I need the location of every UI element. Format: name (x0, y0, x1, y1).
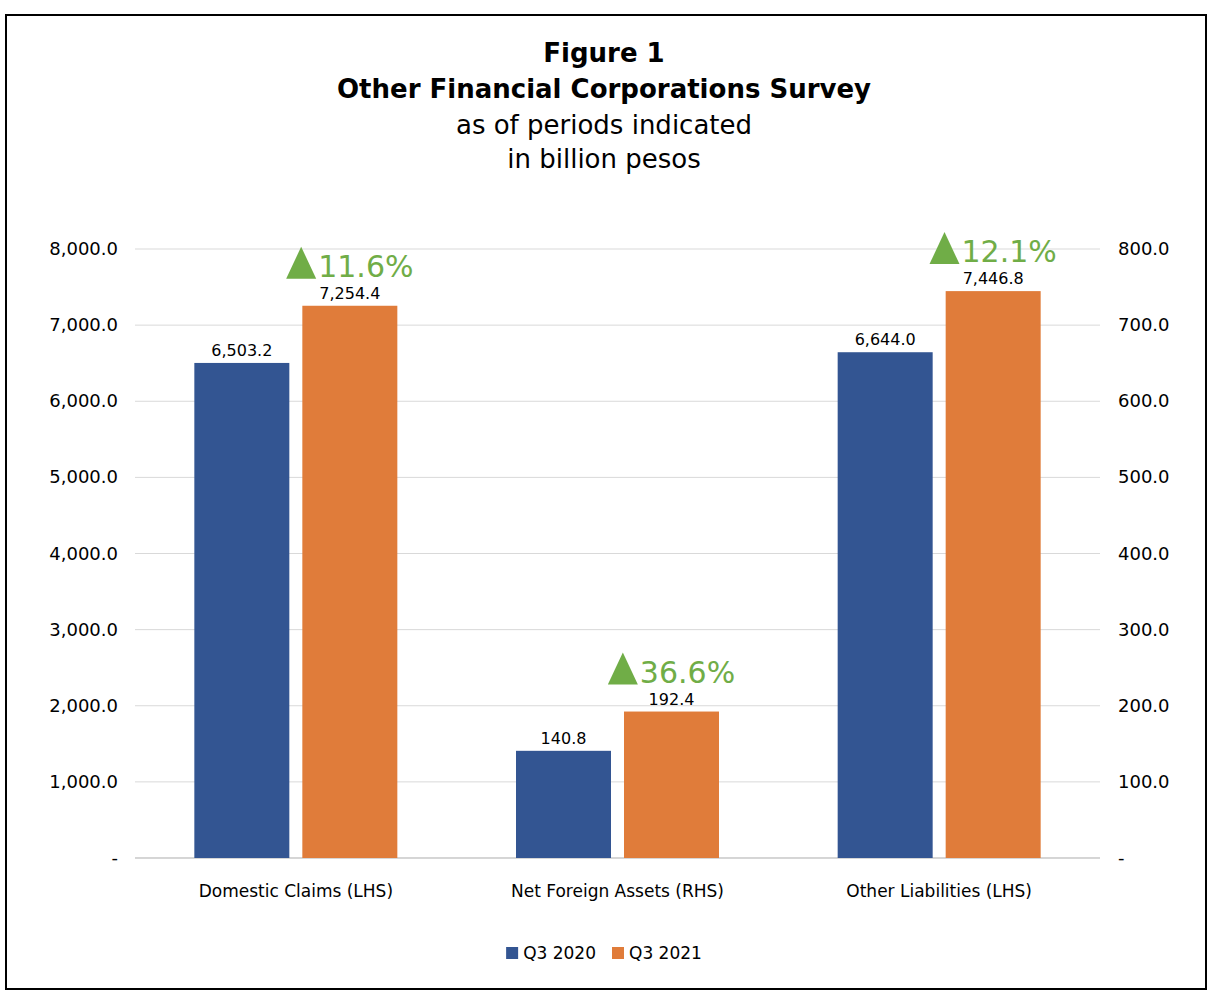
grid-line (135, 249, 1100, 250)
x-tick-label: Net Foreign Assets (RHS) (511, 881, 724, 901)
legend-label: Q3 2020 (523, 943, 596, 963)
annotation: 36.6% (608, 653, 735, 690)
legend-swatch (506, 947, 518, 959)
y2-tick-label: 500.0 (1118, 466, 1170, 487)
data-labels: 6,503.2 6,644.0 7,254.4 7,446.8 140.8 192.4 (211, 269, 1023, 748)
data-label: 192.4 (649, 690, 695, 709)
y2-tick-label: 100.0 (1118, 771, 1170, 792)
x-tick-label: Other Liabilities (LHS) (846, 881, 1032, 901)
y-tick-label: 4,000.0 (49, 543, 118, 564)
legend-swatch (612, 947, 624, 959)
subtitle: as of periods indicated (456, 110, 752, 140)
grid (135, 249, 1100, 858)
bar (516, 751, 611, 858)
y-tick-label: 3,000.0 (49, 619, 118, 640)
up-triangle (930, 232, 960, 264)
y2-tick-label: - (1118, 847, 1125, 868)
y-tick-label: 1,000.0 (49, 771, 118, 792)
bar (302, 306, 397, 858)
y2-tick (1100, 781, 1104, 782)
y2-tick-label: 200.0 (1118, 695, 1170, 716)
data-label: 6,644.0 (855, 330, 916, 349)
up-triangle (608, 653, 638, 685)
y2-tick-label: 700.0 (1118, 314, 1170, 335)
title: Figure 1 (543, 38, 664, 68)
y2-tick (1100, 477, 1104, 478)
y-tick-label: 6,000.0 (49, 390, 118, 411)
bar (194, 363, 289, 858)
y2-tick (1100, 325, 1104, 326)
y-tick-label: 8,000.0 (49, 238, 118, 259)
bar (624, 712, 719, 858)
data-label: 7,446.8 (963, 269, 1024, 288)
annotation-text: 11.6% (318, 249, 413, 284)
y2-tick (1100, 401, 1104, 402)
bar (838, 352, 933, 858)
chart: Figure 1 Other Financial Corporations Sur… (0, 0, 1212, 1002)
subtitle: in billion pesos (507, 144, 701, 174)
legend: Q3 2020 Q3 2021 (506, 943, 702, 963)
data-label: 140.8 (541, 729, 587, 748)
annotation: 11.6% (286, 247, 413, 284)
bars (194, 291, 1040, 858)
y-tick-label: 5,000.0 (49, 466, 118, 487)
y-tick-label: - (112, 847, 119, 868)
chart-frame (6, 15, 1206, 989)
data-label: 6,503.2 (211, 341, 272, 360)
annotation: 12.1% (930, 232, 1057, 269)
background (0, 0, 1212, 1002)
y-tick-label: 2,000.0 (49, 695, 118, 716)
legend-label: Q3 2021 (629, 943, 702, 963)
y2-tick-label: 800.0 (1118, 238, 1170, 259)
y2-tick (1100, 553, 1104, 554)
y2-tick-label: 300.0 (1118, 619, 1170, 640)
data-label: 7,254.4 (319, 284, 380, 303)
y2-tick (1100, 858, 1104, 859)
y2-tick (1100, 705, 1104, 706)
title: Other Financial Corporations Survey (337, 74, 871, 104)
y2-tick (1100, 629, 1104, 630)
x-tick-label: Domestic Claims (LHS) (199, 881, 393, 901)
y2-tick-label: 400.0 (1118, 543, 1170, 564)
annotation-text: 12.1% (962, 234, 1057, 269)
annotation-text: 36.6% (640, 655, 735, 690)
y-tick-label: 7,000.0 (49, 314, 118, 335)
y2-tick (1100, 249, 1104, 250)
bar (946, 291, 1041, 858)
y2-tick-label: 600.0 (1118, 390, 1170, 411)
up-triangle (286, 247, 316, 279)
